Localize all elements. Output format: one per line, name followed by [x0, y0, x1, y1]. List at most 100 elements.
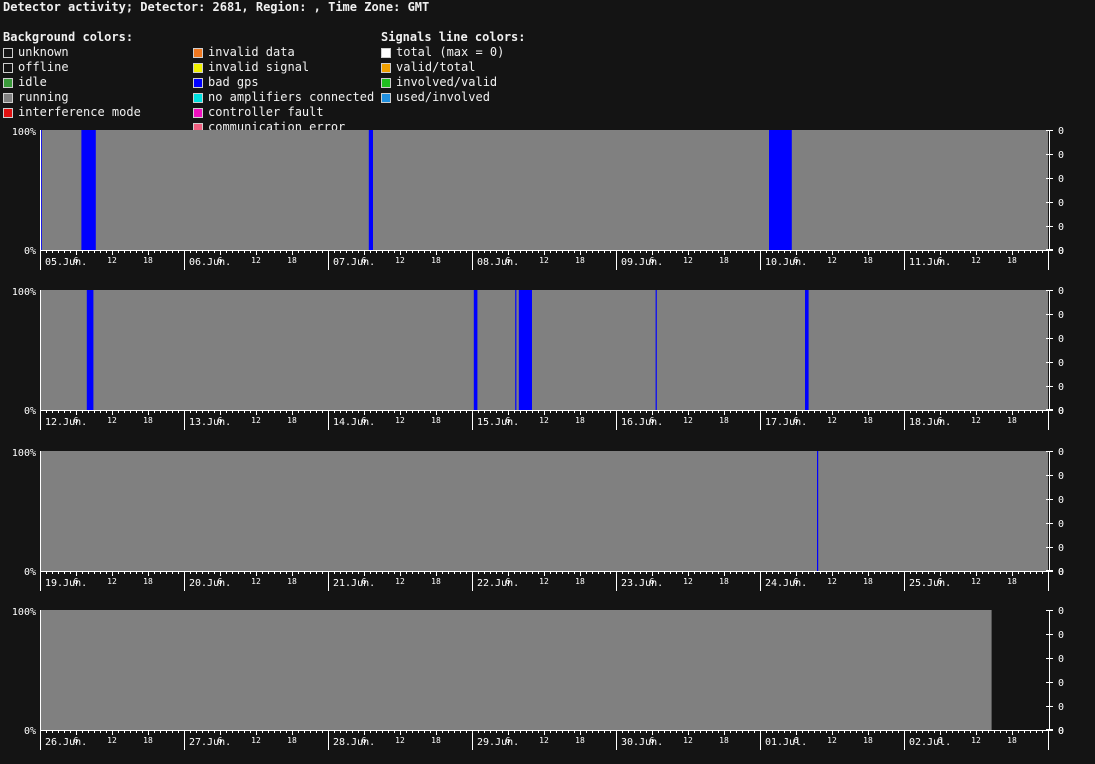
legend-label: controller fault: [208, 105, 324, 119]
day-label: 17.Jun.: [765, 417, 807, 428]
hour-label: 6: [794, 577, 799, 586]
hour-label: 18: [287, 416, 297, 425]
day-label: 18.Jun.: [909, 417, 951, 428]
hour-label: 12: [683, 736, 693, 745]
hour-label: 18: [1007, 577, 1017, 586]
y-right-tick-label: 0: [1058, 126, 1064, 137]
hour-label: 12: [251, 577, 261, 586]
hour-label: 6: [362, 577, 367, 586]
y-right-tick-label: 0: [1058, 382, 1064, 393]
hour-label: 12: [539, 736, 549, 745]
hour-label: 12: [107, 736, 117, 745]
signal-legend-item-total-max-0-: total (max = 0): [381, 45, 526, 60]
hour-label: 6: [794, 416, 799, 425]
legend-item-running: running: [3, 90, 141, 105]
background-running: [40, 130, 1048, 250]
y-right-tick-label: 0: [1058, 606, 1064, 617]
y-right-tick-label: 0: [1058, 406, 1064, 417]
hour-label: 12: [539, 416, 549, 425]
hour-label: 12: [971, 416, 981, 425]
hour-label: 18: [575, 736, 585, 745]
y-right-tick-label: 0: [1058, 543, 1064, 554]
hour-label: 12: [827, 577, 837, 586]
hour-label: 6: [506, 256, 511, 265]
y-right-tick-label: 0: [1058, 654, 1064, 665]
hour-label: 12: [827, 256, 837, 265]
hour-label: 18: [287, 256, 297, 265]
hour-label: 12: [539, 577, 549, 586]
hour-label: 6: [506, 577, 511, 586]
hour-label: 6: [74, 416, 79, 425]
day-label: 09.Jun.: [621, 257, 663, 268]
y-right-tick-label: 0: [1058, 246, 1064, 257]
day-label: 26.Jun.: [45, 737, 87, 748]
hour-label: 12: [683, 577, 693, 586]
hour-label: 6: [938, 736, 943, 745]
hour-label: 12: [395, 416, 405, 425]
hour-label: 18: [1007, 736, 1017, 745]
hour-label: 18: [863, 256, 873, 265]
hour-label: 18: [143, 416, 153, 425]
hour-label: 6: [218, 577, 223, 586]
y-right-tick-label: 0: [1058, 334, 1064, 345]
legend-swatch: [193, 47, 203, 58]
day-label: 12.Jun.: [45, 417, 87, 428]
legend-item-no-amplifiers-connected: no amplifiers connected: [193, 90, 374, 105]
hour-label: 6: [74, 736, 79, 745]
legend-swatch: [381, 92, 391, 103]
day-label: 22.Jun.: [477, 578, 519, 589]
hour-label: 12: [107, 256, 117, 265]
event-bad-gps: [655, 290, 657, 410]
day-label: 14.Jun.: [333, 417, 375, 428]
background-legend-heading: Background colors:: [3, 30, 134, 44]
hour-label: 12: [827, 736, 837, 745]
y-right-tick-label: 0: [1058, 406, 1064, 417]
day-label: 25.Jun.: [909, 578, 951, 589]
legend-label: involved/valid: [396, 75, 498, 89]
legend-label: invalid signal: [208, 60, 310, 74]
legend-swatch: [3, 92, 13, 103]
day-label: 24.Jun.: [765, 578, 807, 589]
event-bad-gps: [368, 130, 373, 250]
hour-label: 12: [971, 577, 981, 586]
legend-item-invalid-data: invalid data: [193, 45, 374, 60]
hour-label: 12: [395, 736, 405, 745]
y-right-tick-label: 0: [1058, 246, 1064, 257]
hour-label: 6: [218, 256, 223, 265]
y-tick-label: 0%: [24, 567, 36, 578]
y-right-tick-label: 0: [1058, 198, 1064, 209]
event-bad-gps: [805, 290, 809, 410]
signal-legend-item-valid-total: valid/total: [381, 60, 526, 75]
y-right-tick-label: 0: [1058, 567, 1064, 578]
event-bad-gps: [515, 290, 517, 410]
hour-label: 12: [395, 577, 405, 586]
hour-label: 18: [575, 577, 585, 586]
y-right-tick-label: 0: [1058, 519, 1064, 530]
hour-label: 6: [506, 736, 511, 745]
y-right-tick-label: 0: [1058, 495, 1064, 506]
day-label: 07.Jun.: [333, 257, 375, 268]
event-bad-gps: [518, 290, 532, 410]
y-right-tick-label: 0: [1058, 222, 1064, 233]
hour-label: 18: [143, 577, 153, 586]
legend-label: interference mode: [18, 105, 141, 119]
hour-label: 12: [251, 736, 261, 745]
hour-label: 6: [938, 256, 943, 265]
hour-label: 18: [575, 256, 585, 265]
hour-label: 18: [719, 736, 729, 745]
legend-swatch: [381, 77, 391, 88]
event-bad-gps: [817, 451, 819, 571]
hour-label: 18: [287, 577, 297, 586]
legend-item-bad-gps: bad gps: [193, 75, 374, 90]
hour-label: 18: [863, 736, 873, 745]
legend-item-controller-fault: controller fault: [193, 105, 374, 120]
signals-legend-heading: Signals line colors:: [381, 30, 526, 44]
y-tick-label: 0%: [24, 406, 36, 417]
legend-item-offline: offline: [3, 60, 141, 75]
page-title: Detector activity; Detector: 2681, Regio…: [3, 0, 430, 14]
hour-label: 12: [395, 256, 405, 265]
y-right-tick-label: 0: [1058, 678, 1064, 689]
hour-label: 6: [938, 416, 943, 425]
